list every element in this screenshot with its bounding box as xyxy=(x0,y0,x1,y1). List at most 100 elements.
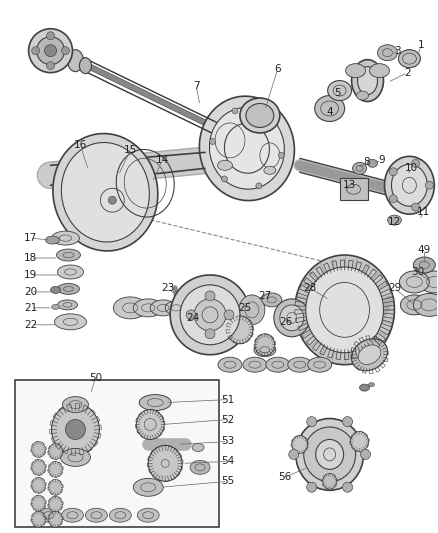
Ellipse shape xyxy=(246,103,274,127)
Ellipse shape xyxy=(388,215,401,225)
Ellipse shape xyxy=(255,334,275,356)
Ellipse shape xyxy=(254,343,276,357)
Ellipse shape xyxy=(218,357,242,372)
Ellipse shape xyxy=(266,357,290,372)
Ellipse shape xyxy=(50,286,60,293)
Circle shape xyxy=(46,32,54,40)
Text: 16: 16 xyxy=(74,140,87,150)
Ellipse shape xyxy=(413,293,438,317)
Ellipse shape xyxy=(346,63,366,78)
Ellipse shape xyxy=(113,297,147,319)
Ellipse shape xyxy=(139,394,171,410)
Text: 10: 10 xyxy=(405,163,418,173)
Text: 3: 3 xyxy=(394,46,401,55)
Ellipse shape xyxy=(110,508,131,522)
Text: 50: 50 xyxy=(89,373,102,383)
Text: 22: 22 xyxy=(24,320,37,330)
Ellipse shape xyxy=(85,508,107,522)
Text: 15: 15 xyxy=(124,146,137,155)
Ellipse shape xyxy=(192,443,204,451)
Circle shape xyxy=(205,329,215,339)
Ellipse shape xyxy=(308,357,332,372)
Text: 52: 52 xyxy=(221,415,235,424)
Circle shape xyxy=(45,45,57,56)
Ellipse shape xyxy=(209,108,284,189)
Ellipse shape xyxy=(165,301,187,315)
Ellipse shape xyxy=(274,299,310,337)
Bar xyxy=(14,379,219,527)
Ellipse shape xyxy=(52,231,79,245)
Ellipse shape xyxy=(288,357,312,372)
Ellipse shape xyxy=(49,479,63,495)
Circle shape xyxy=(360,449,371,459)
Circle shape xyxy=(222,176,227,182)
Text: 27: 27 xyxy=(258,291,272,301)
Ellipse shape xyxy=(199,96,294,200)
Ellipse shape xyxy=(49,496,63,512)
Ellipse shape xyxy=(133,478,163,496)
Ellipse shape xyxy=(46,236,60,244)
Ellipse shape xyxy=(57,300,78,310)
Ellipse shape xyxy=(316,439,343,470)
Text: 18: 18 xyxy=(24,253,37,263)
Ellipse shape xyxy=(392,164,427,206)
Ellipse shape xyxy=(399,271,429,293)
Text: 54: 54 xyxy=(221,456,235,466)
Ellipse shape xyxy=(218,160,233,171)
Ellipse shape xyxy=(38,508,60,522)
Text: 49: 49 xyxy=(418,245,431,255)
Ellipse shape xyxy=(63,397,88,413)
Ellipse shape xyxy=(295,255,395,365)
Ellipse shape xyxy=(54,314,86,330)
Ellipse shape xyxy=(367,159,378,167)
Text: 56: 56 xyxy=(278,472,291,482)
Ellipse shape xyxy=(262,293,282,307)
Ellipse shape xyxy=(61,142,149,242)
Text: 30: 30 xyxy=(411,267,424,277)
Ellipse shape xyxy=(352,60,384,101)
Circle shape xyxy=(278,152,284,158)
Ellipse shape xyxy=(419,271,438,293)
Ellipse shape xyxy=(357,91,368,100)
Ellipse shape xyxy=(357,67,378,94)
Text: 29: 29 xyxy=(388,283,401,293)
Circle shape xyxy=(108,196,117,204)
Ellipse shape xyxy=(57,265,83,279)
Ellipse shape xyxy=(57,284,79,294)
Ellipse shape xyxy=(52,403,99,455)
Text: 53: 53 xyxy=(221,437,235,447)
Ellipse shape xyxy=(296,418,364,490)
Text: 20: 20 xyxy=(24,287,37,297)
Text: 6: 6 xyxy=(275,63,281,74)
Ellipse shape xyxy=(413,257,435,273)
Circle shape xyxy=(266,115,272,121)
Ellipse shape xyxy=(52,304,60,309)
Ellipse shape xyxy=(49,443,63,459)
Circle shape xyxy=(46,62,54,70)
Circle shape xyxy=(425,181,433,189)
Circle shape xyxy=(194,299,226,331)
Text: 25: 25 xyxy=(238,303,251,313)
Ellipse shape xyxy=(328,80,352,101)
Text: 28: 28 xyxy=(303,283,316,293)
Ellipse shape xyxy=(60,448,90,466)
Ellipse shape xyxy=(353,163,367,174)
Circle shape xyxy=(343,417,353,426)
Circle shape xyxy=(389,195,397,203)
Ellipse shape xyxy=(239,295,265,325)
Circle shape xyxy=(307,417,317,426)
Text: 4: 4 xyxy=(326,108,333,117)
Circle shape xyxy=(37,37,64,64)
Text: 2: 2 xyxy=(404,68,411,78)
Ellipse shape xyxy=(399,50,420,68)
Circle shape xyxy=(224,310,234,320)
Ellipse shape xyxy=(32,441,46,457)
Ellipse shape xyxy=(314,95,345,122)
Text: 7: 7 xyxy=(193,80,199,91)
Text: 12: 12 xyxy=(388,217,401,227)
Text: 11: 11 xyxy=(417,207,430,217)
Ellipse shape xyxy=(306,267,384,353)
Ellipse shape xyxy=(370,63,389,78)
Circle shape xyxy=(28,29,72,72)
Text: 8: 8 xyxy=(363,157,370,167)
